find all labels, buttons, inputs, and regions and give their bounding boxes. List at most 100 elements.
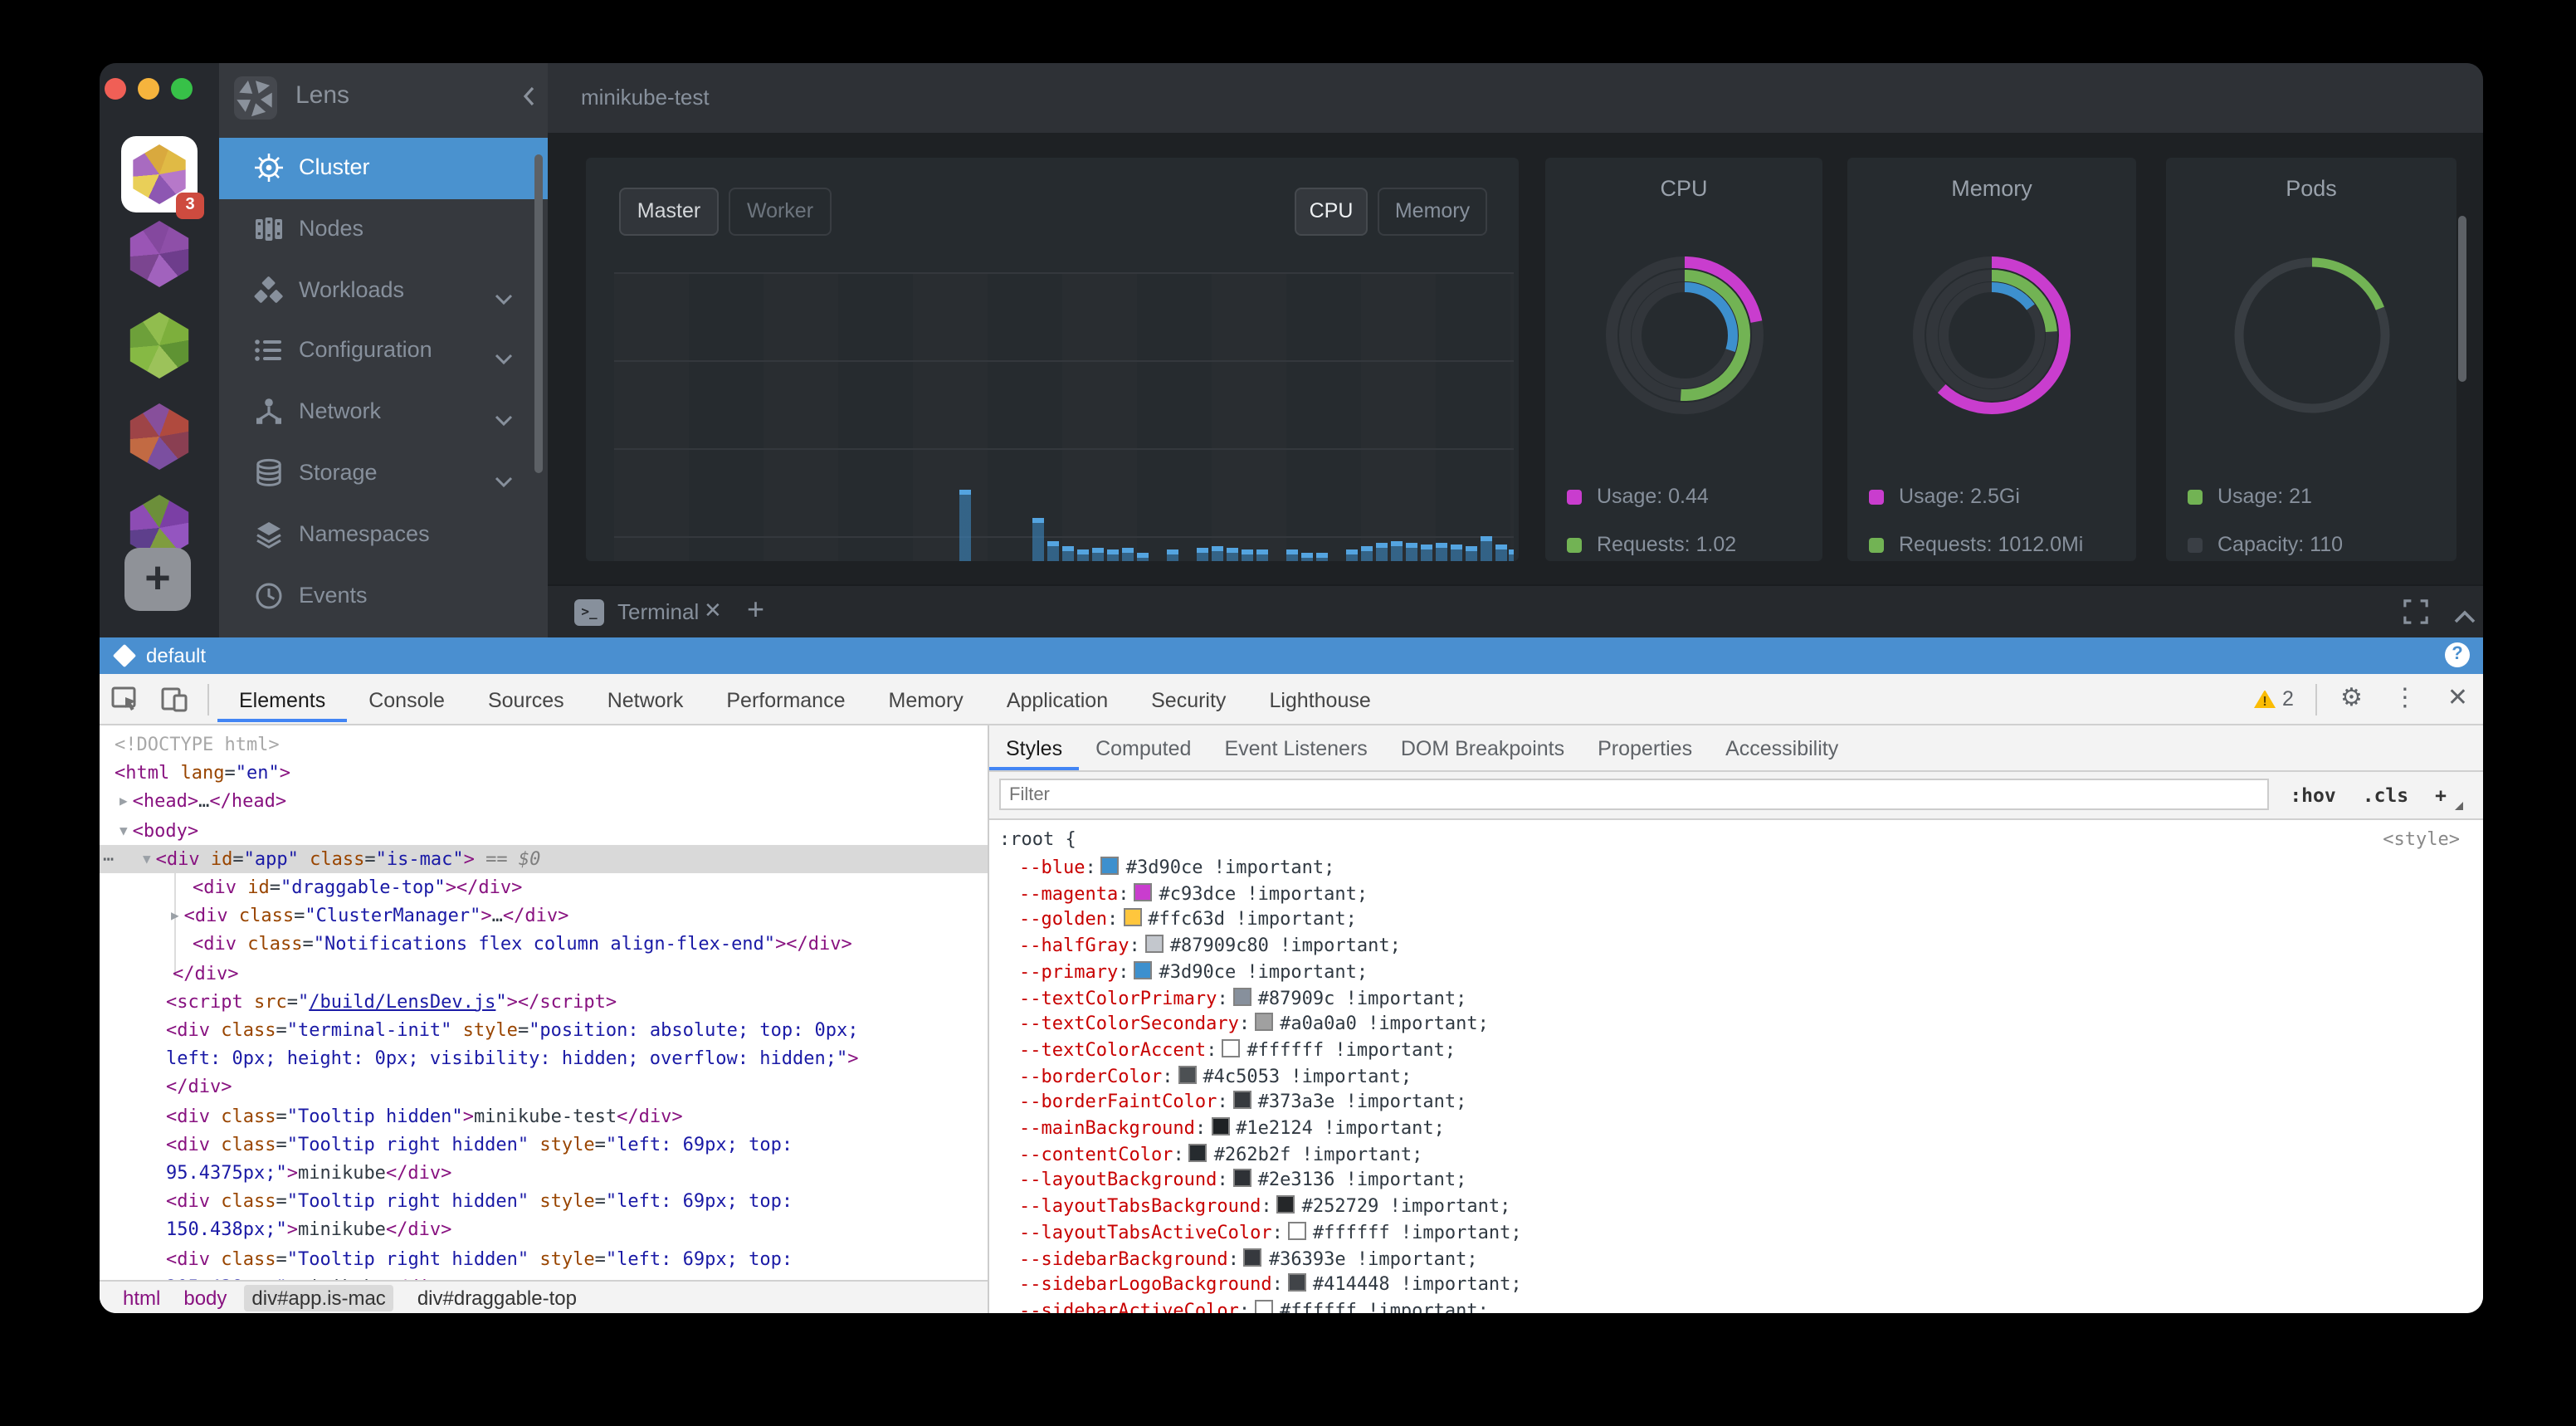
tab-performance[interactable]: Performance xyxy=(726,689,846,712)
color-swatch[interactable] xyxy=(1144,935,1164,954)
devtools-close-icon[interactable]: ✕ xyxy=(2447,684,2468,712)
css-variable-line[interactable]: --borderFaintColor: #373a3e !important; xyxy=(1019,1091,1467,1113)
sidebar-scrollbar[interactable] xyxy=(534,154,543,473)
dom-tree-line[interactable]: </div> xyxy=(100,959,988,987)
disclosure-arrow-icon[interactable]: ▼ xyxy=(143,851,151,867)
sidebar-item-nodes[interactable]: Nodes xyxy=(219,199,548,261)
css-variable-line[interactable]: --layoutTabsActiveColor: #ffffff !importa… xyxy=(1019,1221,1522,1243)
warning-icon[interactable]: ! xyxy=(2254,690,2276,708)
styles-tab-styles[interactable]: Styles xyxy=(989,725,1080,770)
warning-count[interactable]: 2 xyxy=(2282,687,2294,711)
chevron-down-icon[interactable] xyxy=(495,285,513,310)
styles-filter-input[interactable] xyxy=(999,779,2269,810)
chevron-down-icon[interactable] xyxy=(495,468,513,493)
dom-tree-line[interactable]: <div class="Tooltip right hidden" style=… xyxy=(100,1187,988,1215)
terminal-tab[interactable]: Terminal xyxy=(617,599,700,624)
dom-tree-line[interactable]: <div id="draggable-top"></div> xyxy=(100,873,988,901)
dom-tree-line[interactable]: ⋯ ▼ <div id="app" class="is-mac"> == $0 xyxy=(100,844,988,873)
color-swatch[interactable] xyxy=(1255,1299,1274,1313)
styles-rules[interactable]: :root { <style> --blue: #3d90ce !importan… xyxy=(989,820,2483,1313)
color-swatch[interactable] xyxy=(1100,857,1120,875)
chevron-down-icon[interactable] xyxy=(495,407,513,432)
node-tab-master[interactable]: Master xyxy=(619,188,719,236)
dom-tree-line[interactable]: ▶ <head>…</head> xyxy=(100,788,988,816)
sidebar-item-network[interactable]: Network xyxy=(219,382,548,443)
dashboard-scrollbar[interactable] xyxy=(2458,216,2466,382)
styles-tab-properties[interactable]: Properties xyxy=(1598,737,1693,760)
sidebar-item-storage[interactable]: Storage xyxy=(219,443,548,505)
close-window-button[interactable] xyxy=(105,78,126,100)
sidebar-item-events[interactable]: Events xyxy=(219,565,548,627)
dom-tree-line[interactable]: 95.4375px;">minikube</div> xyxy=(100,1159,988,1187)
color-swatch[interactable] xyxy=(1255,1013,1274,1032)
css-variable-line[interactable]: --textColorPrimary: #87909c !important; xyxy=(1019,987,1467,1008)
color-swatch[interactable] xyxy=(1276,1195,1295,1214)
expand-corner-icon[interactable] xyxy=(2455,802,2463,810)
color-swatch[interactable] xyxy=(1243,1248,1262,1266)
sidebar-item-workloads[interactable]: Workloads xyxy=(219,260,548,321)
color-swatch[interactable] xyxy=(1211,1117,1230,1135)
tab-sources[interactable]: Sources xyxy=(487,689,564,712)
dom-tree-line[interactable]: </div> xyxy=(100,1073,988,1101)
style-source-link[interactable]: <style> xyxy=(2383,828,2460,850)
cluster-icon[interactable] xyxy=(121,398,198,475)
css-variable-line[interactable]: --borderColor: #4c5053 !important; xyxy=(1019,1065,1412,1087)
node-tab-worker[interactable]: Worker xyxy=(729,188,832,236)
disclosure-arrow-icon[interactable]: ▶ xyxy=(120,794,128,809)
color-swatch[interactable] xyxy=(1123,908,1142,927)
breadcrumb-item[interactable]: div#draggable-top xyxy=(417,1286,577,1309)
cluster-icon[interactable]: 3 xyxy=(121,136,204,219)
color-swatch[interactable] xyxy=(1232,1091,1251,1110)
toggle-cls[interactable]: .cls xyxy=(2362,784,2409,807)
toggle-hov[interactable]: :hov xyxy=(2290,784,2336,807)
css-variable-line[interactable]: --layoutBackground: #2e3136 !important; xyxy=(1019,1169,1467,1191)
terminal-add-icon[interactable]: + xyxy=(747,593,765,626)
css-variable-line[interactable]: --sidebarBackground: #36393e !important; xyxy=(1019,1248,1478,1269)
css-variable-line[interactable]: --blue: #3d90ce !important; xyxy=(1019,857,1335,878)
dom-tree-line[interactable]: ▼ <body> xyxy=(100,816,988,844)
color-swatch[interactable] xyxy=(1232,987,1251,1005)
breadcrumb-item[interactable]: body xyxy=(183,1286,227,1309)
styles-tab-event-listeners[interactable]: Event Listeners xyxy=(1224,737,1368,760)
more-options-icon[interactable]: ⋮ xyxy=(2392,684,2417,712)
disclosure-arrow-icon[interactable]: ▶ xyxy=(171,908,179,924)
dom-tree-line[interactable]: <div class="Tooltip right hidden" style=… xyxy=(100,1244,988,1272)
color-swatch[interactable] xyxy=(1287,1273,1306,1292)
dom-tree-line[interactable]: 150.438px;">minikube</div> xyxy=(100,1216,988,1244)
css-variable-line[interactable]: --contentColor: #262b2f !important; xyxy=(1019,1143,1423,1165)
dom-tree-line[interactable]: ▶ <div class="ClusterManager">…</div> xyxy=(100,901,988,930)
settings-gear-icon[interactable]: ⚙ xyxy=(2339,684,2363,712)
css-variable-line[interactable]: --layoutTabsBackground: #252729 !importan… xyxy=(1019,1195,1511,1218)
device-toolbar-icon[interactable] xyxy=(158,682,191,715)
color-swatch[interactable] xyxy=(1287,1221,1306,1240)
sidebar-item-configuration[interactable]: Configuration xyxy=(219,321,548,383)
terminal-close-icon[interactable]: ✕ xyxy=(704,598,722,623)
inspect-element-icon[interactable] xyxy=(108,682,141,715)
terminal-fullscreen-icon[interactable] xyxy=(2403,599,2428,632)
dom-tree-line[interactable]: <script src="/build/LensDev.js"></script… xyxy=(100,988,988,1016)
styles-tab-dom-breakpoints[interactable]: DOM Breakpoints xyxy=(1400,737,1565,760)
css-variable-line[interactable]: --textColorAccent: #ffffff !important; xyxy=(1019,1038,1456,1061)
cluster-icon[interactable] xyxy=(121,307,198,383)
line-options-icon[interactable]: ⋯ xyxy=(103,847,114,870)
dom-tree-line[interactable]: <div class="terminal-init" style="positi… xyxy=(100,1016,988,1044)
css-variable-line[interactable]: --magenta: #c93dce !important; xyxy=(1019,882,1368,905)
dom-tree-line[interactable]: <html lang="en"> xyxy=(100,759,988,787)
dom-tree-line[interactable]: left: 0px; height: 0px; visibility: hidd… xyxy=(100,1044,988,1072)
tab-network[interactable]: Network xyxy=(607,689,684,712)
metric-tab-memory[interactable]: Memory xyxy=(1378,188,1487,236)
zoom-window-button[interactable] xyxy=(171,78,193,100)
elements-panel[interactable]: <!DOCTYPE html> <html lang="en"> ▶ <head>…<… xyxy=(100,725,988,1313)
color-swatch[interactable] xyxy=(1134,882,1153,901)
color-swatch[interactable] xyxy=(1134,960,1153,979)
cluster-icon[interactable] xyxy=(121,216,198,292)
terminal-expand-icon[interactable] xyxy=(2453,603,2476,632)
kube-context-name[interactable]: default xyxy=(146,644,207,667)
css-variable-line[interactable]: --halfGray: #87909c80 !important; xyxy=(1019,935,1401,957)
css-variable-line[interactable]: --primary: #3d90ce !important; xyxy=(1019,960,1368,983)
dom-tree-line[interactable]: <!DOCTYPE html> xyxy=(100,730,988,759)
tab-security[interactable]: Security xyxy=(1151,689,1227,712)
dom-tree-line[interactable]: <div class="Tooltip right hidden" style=… xyxy=(100,1131,988,1159)
tab-console[interactable]: Console xyxy=(368,689,445,712)
tab-application[interactable]: Application xyxy=(1006,689,1109,712)
